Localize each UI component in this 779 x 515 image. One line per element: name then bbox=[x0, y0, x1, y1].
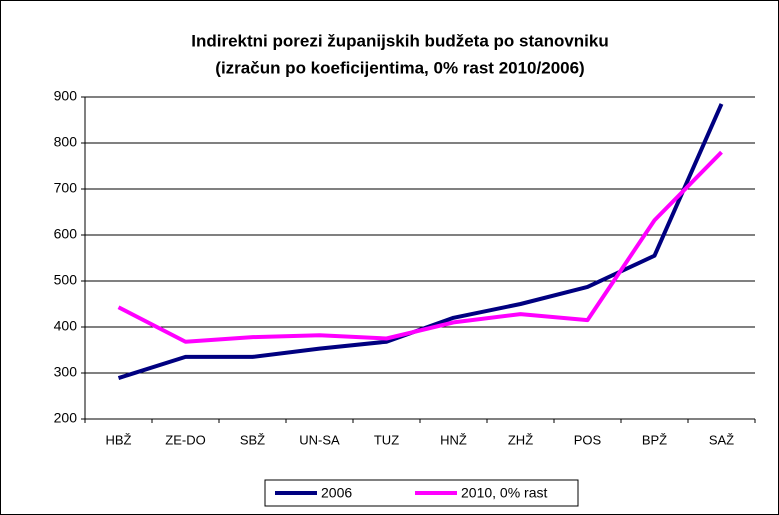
x-tick-label: ZHŽ bbox=[508, 432, 533, 447]
x-tick-label: SBŽ bbox=[240, 432, 265, 447]
y-tick-label: 200 bbox=[54, 410, 78, 426]
legend-label: 2010, 0% rast bbox=[461, 485, 547, 501]
x-tick-label: UN-SA bbox=[299, 432, 340, 447]
x-tick-label: HBŽ bbox=[106, 432, 132, 447]
chart-subtitle: (izračun po koeficijentima, 0% rast 2010… bbox=[215, 58, 584, 77]
x-tick-label: SAŽ bbox=[709, 432, 734, 447]
legend-label: 2006 bbox=[321, 485, 352, 501]
y-tick-label: 800 bbox=[54, 134, 78, 150]
x-tick-label: POS bbox=[574, 432, 602, 447]
chart-title: Indirektni porezi županijskih budžeta po… bbox=[191, 31, 609, 50]
y-tick-label: 700 bbox=[54, 180, 78, 196]
y-tick-label: 900 bbox=[54, 88, 78, 104]
x-tick-label: ZE-DO bbox=[165, 432, 205, 447]
y-tick-label: 600 bbox=[54, 226, 78, 242]
x-tick-label: TUZ bbox=[374, 432, 399, 447]
y-tick-label: 400 bbox=[54, 318, 78, 334]
x-tick-label: HNŽ bbox=[440, 432, 467, 447]
x-tick-label: BPŽ bbox=[642, 432, 667, 447]
y-tick-label: 300 bbox=[54, 364, 78, 380]
y-tick-label: 500 bbox=[54, 272, 78, 288]
series-line bbox=[117, 150, 723, 344]
